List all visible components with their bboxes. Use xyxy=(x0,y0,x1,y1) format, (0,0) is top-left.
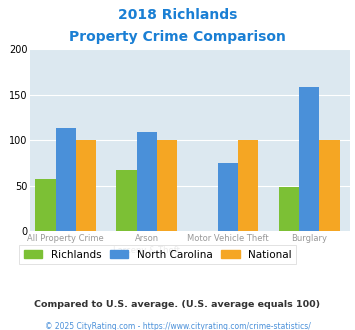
Bar xyxy=(116,170,137,231)
Text: Property Crime Comparison: Property Crime Comparison xyxy=(69,30,286,44)
Bar xyxy=(238,140,258,231)
Bar xyxy=(157,140,177,231)
Text: Compared to U.S. average. (U.S. average equals 100): Compared to U.S. average. (U.S. average … xyxy=(34,300,321,309)
Text: 2018 Richlands: 2018 Richlands xyxy=(118,8,237,22)
Bar xyxy=(137,132,157,231)
Bar xyxy=(218,163,238,231)
Bar xyxy=(76,140,96,231)
Legend: Richlands, North Carolina, National: Richlands, North Carolina, National xyxy=(20,246,296,264)
Bar xyxy=(319,140,339,231)
Text: © 2025 CityRating.com - https://www.cityrating.com/crime-statistics/: © 2025 CityRating.com - https://www.city… xyxy=(45,322,310,330)
Bar xyxy=(55,128,76,231)
Bar xyxy=(279,186,299,231)
Bar xyxy=(299,87,319,231)
Bar xyxy=(35,179,55,231)
